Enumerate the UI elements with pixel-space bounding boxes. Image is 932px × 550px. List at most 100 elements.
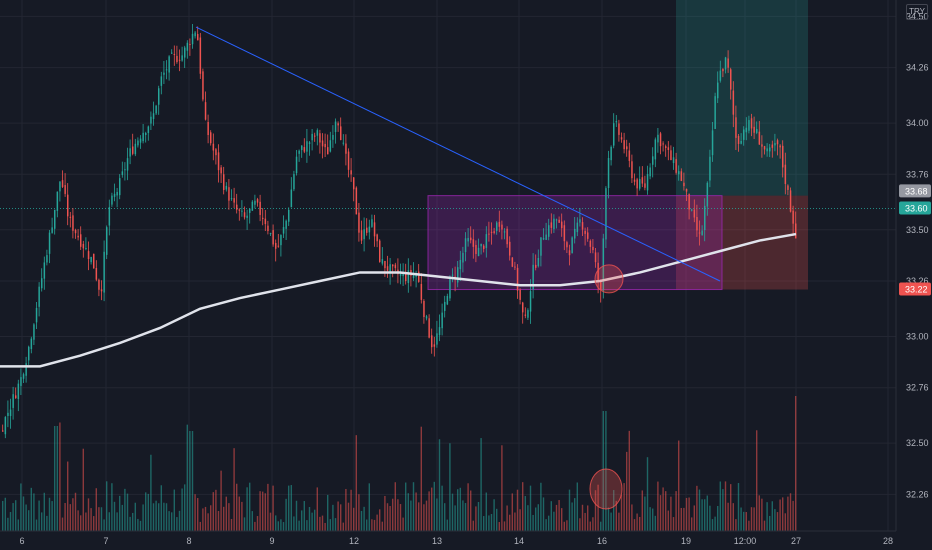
y-tick-label: 32.26 [906,489,929,499]
candle-body [106,227,108,255]
candle-body [51,227,53,233]
volume-bar [459,487,461,531]
volume-bar [137,518,139,531]
candle-body [457,267,459,283]
volume-bar [59,422,61,531]
candle-body [496,222,498,231]
volume-bar [4,497,6,531]
volume-bar [210,505,212,531]
candle-body [340,126,342,141]
volume-bar [360,510,363,531]
volume-bar [197,498,199,531]
candle-body [506,228,508,245]
candle-body [753,126,755,133]
candle-body [631,161,633,179]
candle-body [618,123,620,135]
candle-body [610,146,612,161]
volume-bar [776,512,779,531]
candle-body [680,171,683,182]
volume-bar [254,521,256,531]
volume-bar [142,504,144,531]
volume-bar [327,494,329,531]
currency-label: TRY [906,4,928,20]
candle-body [628,150,631,161]
volume-bar [654,515,656,531]
candle-body [459,259,462,270]
candle-body [467,237,469,242]
y-tick-label: 33.50 [906,225,929,235]
candle-body [418,271,420,282]
volume-bar [285,498,287,531]
volume-bar [779,499,781,531]
candle-body [74,229,77,234]
volume-bar [126,493,129,531]
x-tick-label: 16 [597,536,607,546]
candle-body [298,150,300,154]
volume-bar [685,497,688,531]
volume-bar [41,512,43,531]
candle-body [251,201,254,211]
volume-bar [269,512,272,531]
candle-body [761,144,763,147]
volume-bar [145,492,147,531]
volume-bar [176,517,178,531]
candle-body [639,179,641,189]
volume-bar [763,520,766,531]
volume-bar [399,504,402,531]
volume-bar [272,485,274,531]
volume-bar [516,489,519,531]
candle-body [280,234,282,246]
volume-bar [12,503,14,531]
volume-bar [480,438,482,531]
volume-bar [358,494,360,531]
candle-body [766,148,768,152]
candle-body [202,71,204,100]
candle-body [717,82,719,99]
volume-bar [509,514,511,531]
candle-body [160,76,163,86]
candle-body [290,189,293,208]
candle-body [295,156,298,174]
candle-body [545,234,547,240]
candle-body [64,185,66,194]
volume-bar [212,492,214,531]
volume-bar [470,490,472,531]
candle-body [644,183,646,188]
volume-bar [561,508,563,531]
volume-bar [98,507,100,531]
candle-body [527,310,529,318]
volume-bar [555,504,558,531]
volume-bar [584,512,586,531]
volume-bar [678,440,680,531]
volume-bar [782,497,784,531]
candle-body [212,143,215,151]
volume-bar [563,521,565,531]
candle-body [384,261,386,269]
candle-body [490,231,493,233]
candle-body [59,181,61,192]
candle-body [488,233,490,235]
candle-body [540,237,542,256]
volume-bar [717,506,719,531]
candle-body [4,417,7,435]
candle-body [9,409,12,416]
volume-bar [238,496,240,531]
volume-bar [353,507,355,531]
candle-body [54,209,56,229]
volume-bar [641,490,643,531]
volume-bar [701,499,703,531]
volume-bar [2,500,4,531]
volume-bar [366,519,368,531]
candle-body [186,42,189,51]
candle-body [360,230,363,241]
candle-body [171,52,173,54]
candle-body [756,128,758,133]
candle-body [7,412,9,416]
candle-body [433,344,436,347]
volume-bar [303,501,305,531]
volume-bar [449,443,451,531]
candle-body [771,144,774,148]
volume-bar [72,498,74,531]
